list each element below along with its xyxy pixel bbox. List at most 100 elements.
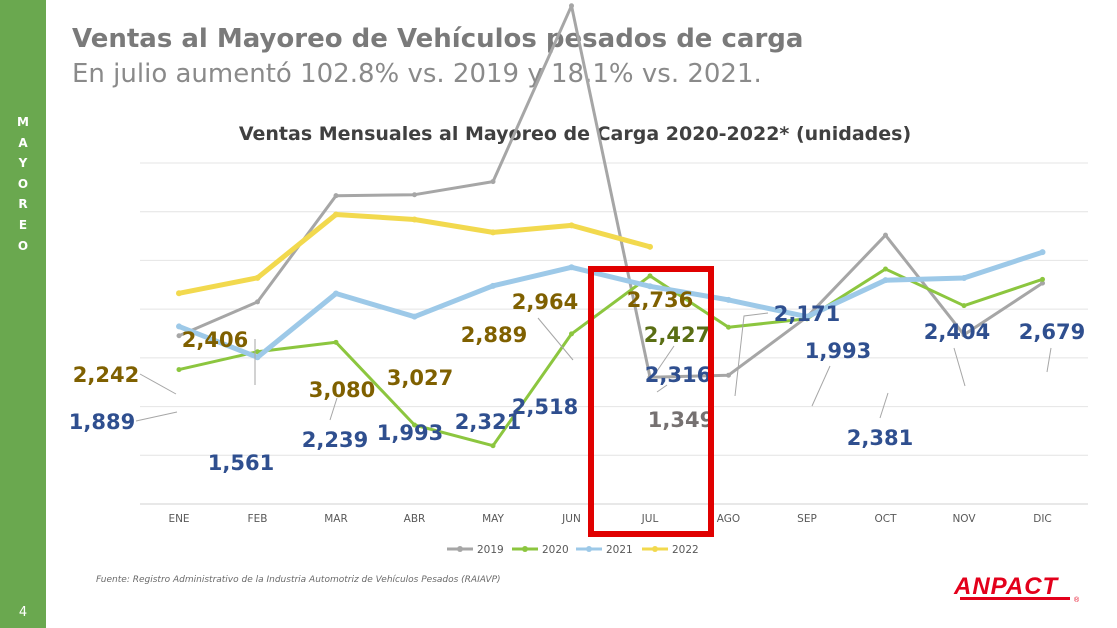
data-label-callouts: [135, 312, 1052, 422]
data-point-2021: [647, 283, 653, 290]
callout-line: [734, 312, 769, 397]
data-label: 1,993: [377, 421, 443, 445]
legend-marker: [586, 546, 592, 552]
data-point-2019: [569, 3, 574, 9]
data-label: 2,242: [73, 363, 139, 387]
data-point-2021: [254, 354, 261, 361]
sidebar-letter: Y: [18, 156, 28, 171]
data-label: 2,171: [774, 302, 840, 326]
data-label: 2,427: [644, 323, 710, 347]
chart-data-labels: 2,242 2,406 3,080 3,027 2,889 2,964 2,736 2,427…: [69, 288, 1085, 475]
page-number: 4: [18, 605, 28, 620]
data-point-2021: [804, 313, 810, 320]
data-point-2020: [255, 349, 260, 355]
x-tick-label: OCT: [874, 513, 897, 525]
x-tick-label: JUN: [561, 513, 581, 525]
x-tick-label: SEP: [797, 513, 817, 525]
data-point-2021: [411, 313, 418, 320]
legend-item-2021: 2021: [576, 544, 633, 556]
callout-line: [879, 392, 889, 419]
anpact-logo: ANPACT ®: [953, 573, 1080, 604]
x-tick-label: MAR: [324, 513, 348, 525]
page-title: Ventas al Mayoreo de Vehículos pesados d…: [72, 24, 804, 54]
data-point-2019: [726, 372, 731, 378]
data-point-2019: [883, 232, 888, 238]
callout-line: [537, 317, 574, 361]
chart-legend: 2019 2020 2021 2022: [447, 544, 699, 556]
data-point-2021: [333, 290, 339, 297]
callout-line: [811, 365, 831, 407]
data-label: 1,561: [208, 451, 274, 475]
callout-line: [1046, 347, 1052, 373]
data-point-2022: [176, 290, 182, 297]
callout-line: [139, 373, 177, 395]
series-line-2021: [176, 249, 1045, 360]
sidebar-letter: E: [18, 217, 28, 232]
data-label: 2,321: [455, 410, 521, 434]
data-point-2020: [569, 331, 574, 337]
data-point-2020: [176, 367, 182, 373]
data-label: 2,679: [1019, 320, 1085, 344]
series-line-2020: [177, 267, 1044, 448]
sidebar-letter: O: [17, 176, 29, 191]
data-label: 1,993: [805, 339, 871, 363]
data-label: 2,316: [645, 363, 711, 387]
legend-marker: [522, 546, 528, 552]
legend-item-2020: 2020: [512, 544, 569, 556]
series-line-2022: [176, 212, 653, 296]
x-tick-label: ABR: [404, 513, 426, 525]
data-label: 1,889: [69, 410, 135, 434]
callout-line: [656, 345, 675, 372]
x-tick-label: MAY: [482, 513, 504, 525]
data-label: 3,027: [387, 366, 453, 390]
x-tick-label: FEB: [248, 513, 268, 525]
x-tick-label: AGO: [717, 513, 740, 525]
data-point-2021: [1039, 249, 1046, 256]
data-point-2021: [725, 296, 732, 303]
data-point-2019: [333, 193, 339, 199]
data-point-2019: [647, 374, 653, 380]
legend-label: 2022: [672, 544, 699, 556]
data-label: 2,381: [847, 426, 913, 450]
data-label: 2,889: [461, 323, 527, 347]
data-point-2022: [254, 274, 261, 281]
series-line-2019: [177, 4, 1044, 379]
source-note: Fuente: Registro Administrativo de la In…: [96, 575, 501, 585]
chart-title: Ventas Mensuales al Mayoreo de Carga 202…: [239, 123, 911, 145]
data-point-2021: [961, 275, 967, 282]
legend-marker: [457, 546, 463, 552]
x-tick-label: ENE: [168, 513, 189, 525]
x-tick-label: NOV: [952, 513, 976, 525]
data-point-2022: [568, 222, 575, 229]
sidebar-letter: A: [18, 135, 28, 150]
data-label: 3,080: [309, 378, 375, 402]
legend-item-2022: 2022: [642, 544, 699, 556]
data-point-2021: [490, 282, 496, 289]
data-point-2022: [411, 216, 418, 223]
x-tick-label: JUL: [641, 513, 659, 525]
data-point-2019: [961, 332, 967, 338]
data-point-2019: [255, 299, 260, 305]
callout-line: [329, 397, 338, 421]
data-point-2019: [176, 333, 182, 339]
sidebar-letter: M: [17, 115, 29, 129]
svg-text:ANPACT: ANPACT: [953, 573, 1060, 600]
jul-highlight-box: [588, 266, 714, 537]
legend-marker: [652, 546, 658, 552]
data-point-2020: [726, 324, 731, 330]
data-point-2020: [1040, 276, 1045, 282]
chart-series-lines: [176, 3, 1046, 449]
sidebar-letter: O: [17, 238, 29, 253]
data-point-2020: [333, 339, 339, 345]
data-point-2022: [333, 211, 339, 218]
svg-text:®: ®: [1074, 596, 1080, 604]
data-label: 2,964: [512, 290, 578, 314]
data-point-2020: [883, 266, 888, 272]
data-point-2020: [961, 303, 967, 309]
data-point-2021: [176, 323, 182, 330]
data-point-2021: [882, 277, 889, 284]
legend-label: 2020: [542, 544, 569, 556]
data-label: 2,518: [512, 395, 578, 419]
legend-label: 2019: [477, 544, 504, 556]
